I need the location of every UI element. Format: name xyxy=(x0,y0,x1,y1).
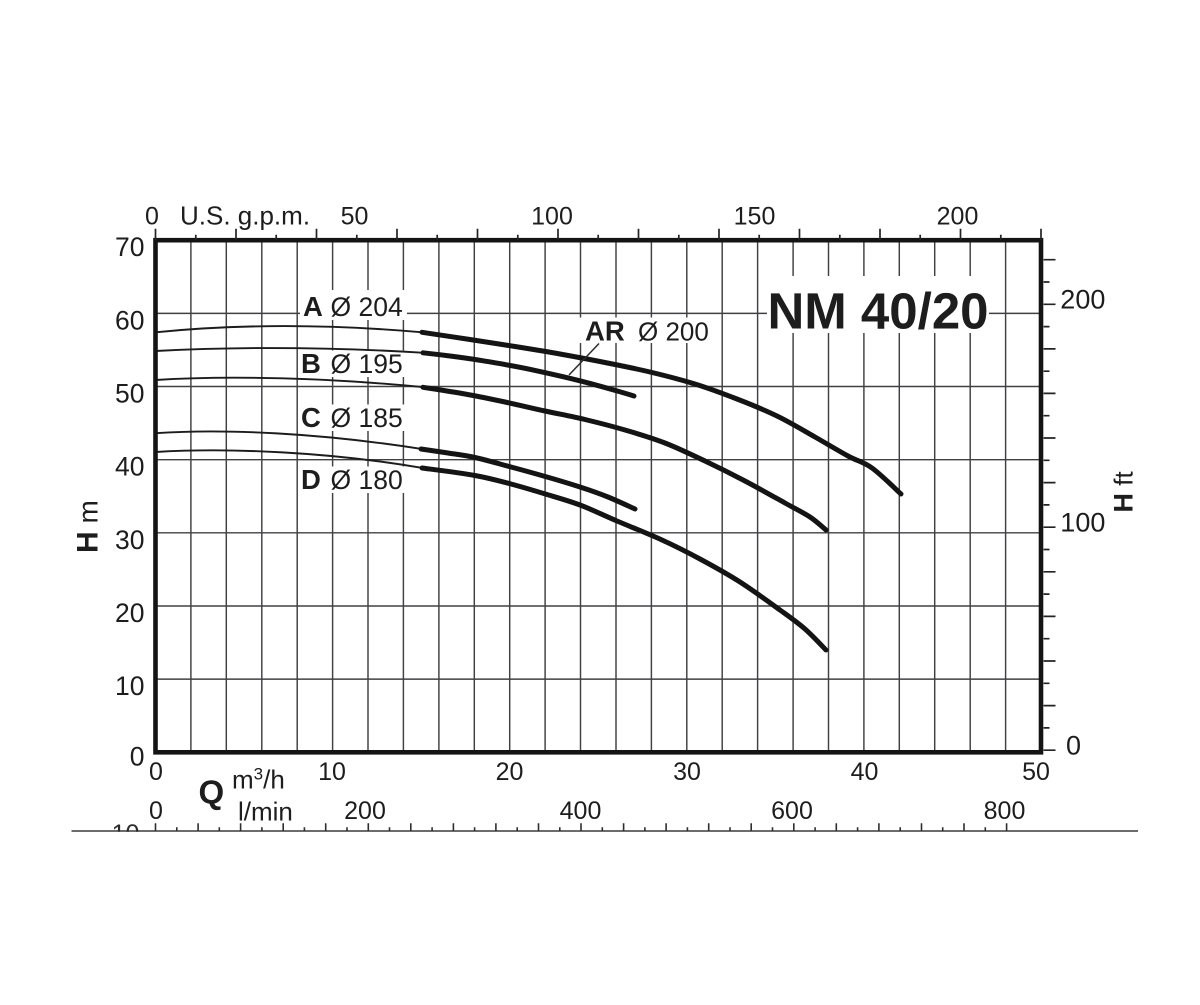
svg-text:0: 0 xyxy=(1066,731,1081,761)
svg-text:30: 30 xyxy=(115,525,144,555)
svg-text:70: 70 xyxy=(115,232,144,262)
svg-text:NM 40/20: NM 40/20 xyxy=(767,283,988,340)
svg-text:600: 600 xyxy=(771,797,813,825)
svg-text:50: 50 xyxy=(1022,758,1050,786)
svg-text:10: 10 xyxy=(115,671,144,701)
svg-text:0: 0 xyxy=(130,742,145,772)
svg-text:200: 200 xyxy=(344,797,386,825)
svg-text:0: 0 xyxy=(149,758,163,786)
svg-text:20: 20 xyxy=(496,758,524,786)
svg-text:200: 200 xyxy=(1060,285,1105,315)
svg-text:40: 40 xyxy=(851,758,879,786)
svg-text:100: 100 xyxy=(1060,508,1105,538)
svg-text:Ø 185: Ø 185 xyxy=(331,403,403,433)
svg-text:H m: H m xyxy=(72,500,105,553)
svg-text:B: B xyxy=(301,348,321,379)
svg-text:A: A xyxy=(303,291,323,322)
svg-text:50: 50 xyxy=(115,379,144,409)
svg-text:40: 40 xyxy=(115,452,144,482)
svg-text:H ft: H ft xyxy=(1109,471,1139,513)
svg-text:100: 100 xyxy=(531,203,573,231)
svg-text:Ø 180: Ø 180 xyxy=(331,465,403,495)
svg-text:Q: Q xyxy=(199,774,225,811)
svg-text:400: 400 xyxy=(560,797,602,825)
svg-text:U.S. g.p.m.: U.S. g.p.m. xyxy=(180,201,310,231)
svg-text:800: 800 xyxy=(984,797,1026,825)
svg-text:150: 150 xyxy=(734,203,776,231)
svg-text:Ø 195: Ø 195 xyxy=(331,349,403,379)
svg-text:D: D xyxy=(301,464,321,495)
svg-text:0: 0 xyxy=(145,203,159,231)
svg-text:10: 10 xyxy=(112,820,140,848)
svg-text:30: 30 xyxy=(673,758,701,786)
svg-text:50: 50 xyxy=(341,203,369,231)
svg-text:60: 60 xyxy=(115,305,144,335)
svg-text:l/min: l/min xyxy=(238,797,293,827)
svg-text:Ø 204: Ø 204 xyxy=(331,292,403,322)
svg-text:20: 20 xyxy=(115,598,144,628)
svg-text:AR: AR xyxy=(585,316,625,347)
svg-text:10: 10 xyxy=(318,758,346,786)
svg-text:Ø 200: Ø 200 xyxy=(638,317,709,347)
svg-text:200: 200 xyxy=(937,203,979,231)
svg-text:0: 0 xyxy=(149,797,163,825)
svg-text:C: C xyxy=(301,402,321,433)
